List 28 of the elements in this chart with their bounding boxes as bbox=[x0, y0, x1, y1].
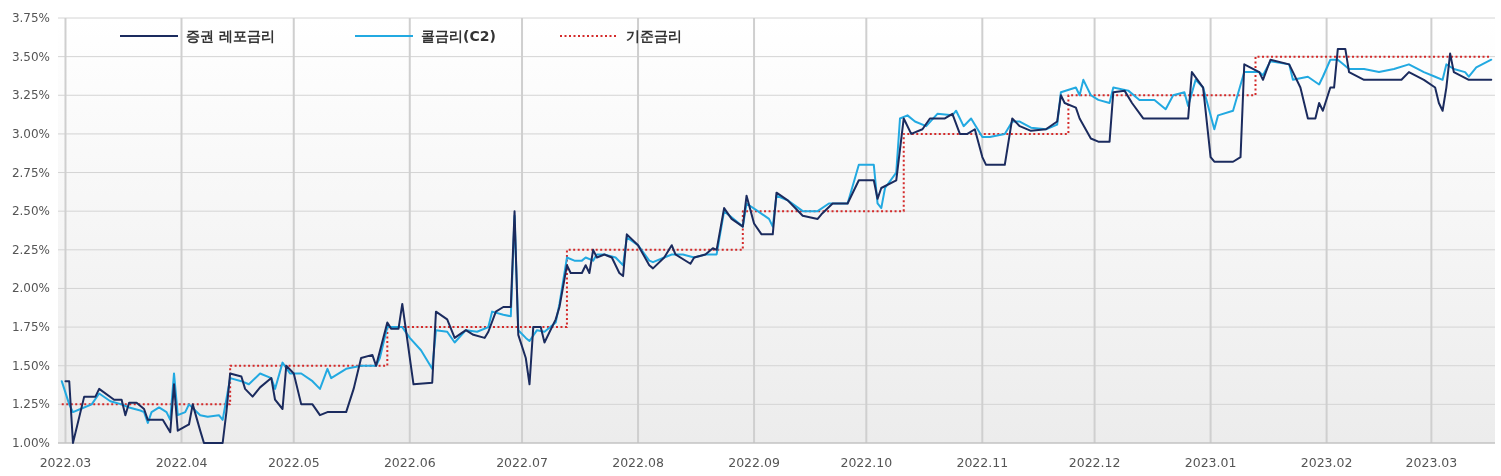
y-tick-label: 2.25% bbox=[11, 242, 50, 257]
x-tick-label: 2023.02 bbox=[1300, 455, 1353, 470]
x-tick-label: 2022.03 bbox=[39, 455, 92, 470]
y-tick-label: 1.50% bbox=[11, 358, 50, 373]
y-tick-label: 3.50% bbox=[11, 49, 50, 64]
legend-label: 기준금리 bbox=[626, 28, 682, 44]
x-tick-label: 2023.03 bbox=[1405, 455, 1458, 470]
y-tick-label: 1.25% bbox=[11, 397, 50, 412]
legend-label: 증권 레포금리 bbox=[186, 28, 275, 44]
y-tick-label: 2.00% bbox=[11, 281, 50, 296]
x-tick-label: 2023.01 bbox=[1184, 455, 1237, 470]
x-tick-label: 2022.05 bbox=[267, 455, 320, 470]
x-tick-label: 2022.10 bbox=[840, 455, 893, 470]
y-tick-label: 3.00% bbox=[11, 126, 50, 141]
x-tick-label: 2022.09 bbox=[728, 455, 780, 470]
y-tick-label: 2.75% bbox=[11, 165, 50, 180]
x-tick-label: 2022.08 bbox=[612, 455, 664, 470]
x-tick-label: 2022.06 bbox=[383, 455, 436, 470]
y-tick-label: 3.75% bbox=[11, 11, 50, 25]
y-tick-label: 1.75% bbox=[11, 320, 50, 335]
x-tick-label: 2022.12 bbox=[1068, 455, 1121, 470]
y-tick-label: 3.25% bbox=[11, 88, 50, 103]
y-tick-label: 1.00% bbox=[11, 436, 50, 450]
y-tick-label: 2.50% bbox=[11, 204, 50, 219]
legend-label: 콜금리(C2) bbox=[421, 28, 496, 44]
x-tick-label: 2022.07 bbox=[496, 455, 548, 470]
x-tick-label: 2022.11 bbox=[956, 455, 1009, 470]
x-tick-label: 2022.04 bbox=[155, 455, 208, 470]
